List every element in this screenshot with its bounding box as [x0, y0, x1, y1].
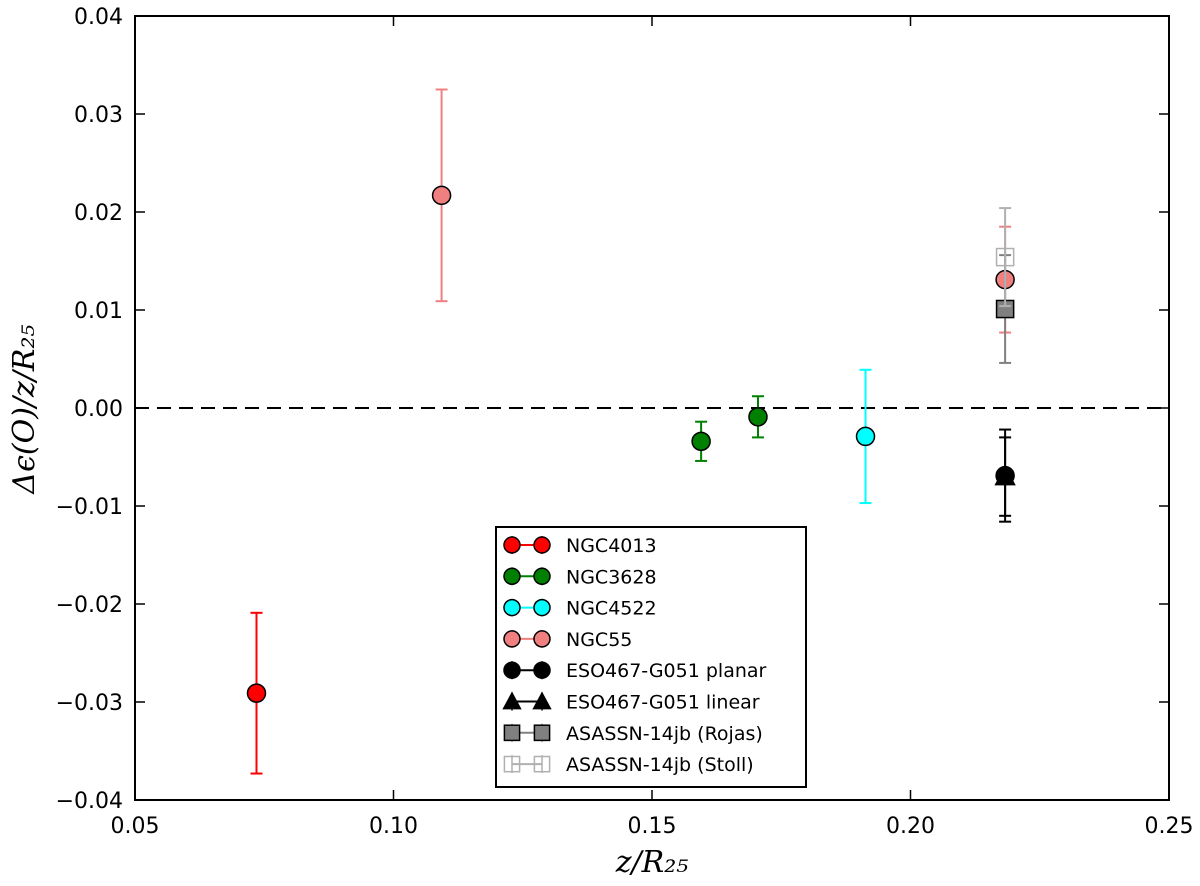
data-point [748, 407, 768, 427]
legend: NGC4013 NGC3628 NGC4522 NGC55 ESO467-G051 pl… [495, 526, 807, 788]
y-tick-label: 0.01 [74, 299, 123, 324]
data-point [855, 426, 876, 447]
data-point [994, 465, 1016, 486]
y-tick-label: −0.04 [56, 789, 123, 814]
legend-marker [533, 598, 551, 617]
x-tick-label: 0.25 [1145, 814, 1194, 839]
y-tick-label: −0.01 [56, 495, 123, 520]
data-points [246, 88, 1016, 775]
legend-marker [503, 536, 521, 554]
legend-label: NGC4522 [566, 598, 657, 620]
x-tick-label: 0.10 [369, 814, 418, 839]
y-tick-label: 0.04 [74, 5, 123, 30]
legend-marker [533, 724, 551, 742]
legend-marker [533, 536, 551, 554]
legend-marker [502, 691, 522, 710]
legend-label: NGC4013 [566, 535, 657, 557]
x-axis-title: z/R₂₅ [615, 845, 689, 880]
plot-frame [134, 15, 1170, 801]
axes: 0.05 0.10 0.15 0.20 0.25 0.04 0.03 0.02 0.01 0.00… [56, 5, 1194, 839]
legend-marker [503, 661, 521, 679]
legend-marker [503, 724, 521, 742]
x-tick-label: 0.15 [628, 814, 677, 839]
legend-label: ASASSN-14jb (Stoll) [566, 754, 754, 776]
legend-marker [503, 598, 521, 617]
data-point [246, 683, 267, 703]
legend-label: ESO467-G051 planar [566, 660, 767, 682]
x-tick-label: 0.20 [886, 814, 935, 839]
y-tick-label: −0.02 [56, 593, 123, 618]
x-tick-label: 0.05 [111, 814, 160, 839]
y-axis-title: Δϵ(O)/z/R₂₅ [7, 324, 42, 494]
legend-marker [503, 755, 521, 773]
y-tick-label: 0.03 [74, 103, 123, 128]
legend-marker [503, 630, 521, 648]
legend-marker [532, 691, 552, 710]
legend-label: ESO467-G051 linear [566, 692, 760, 714]
legend-label: ASASSN-14jb (Rojas) [566, 723, 763, 745]
legend-marker [533, 755, 551, 773]
legend-marker [533, 661, 551, 679]
legend-label: NGC3628 [566, 566, 657, 588]
y-tick-label: 0.00 [74, 397, 123, 422]
data-point [995, 247, 1015, 267]
y-tick-label: −0.03 [56, 691, 123, 716]
data-point [431, 185, 452, 206]
legend-marker [503, 567, 521, 586]
legend-marker [533, 630, 551, 648]
y-tick-label: 0.02 [74, 201, 123, 226]
legend-marker [533, 567, 551, 586]
legend-label: NGC55 [566, 629, 632, 651]
data-point [691, 431, 711, 452]
